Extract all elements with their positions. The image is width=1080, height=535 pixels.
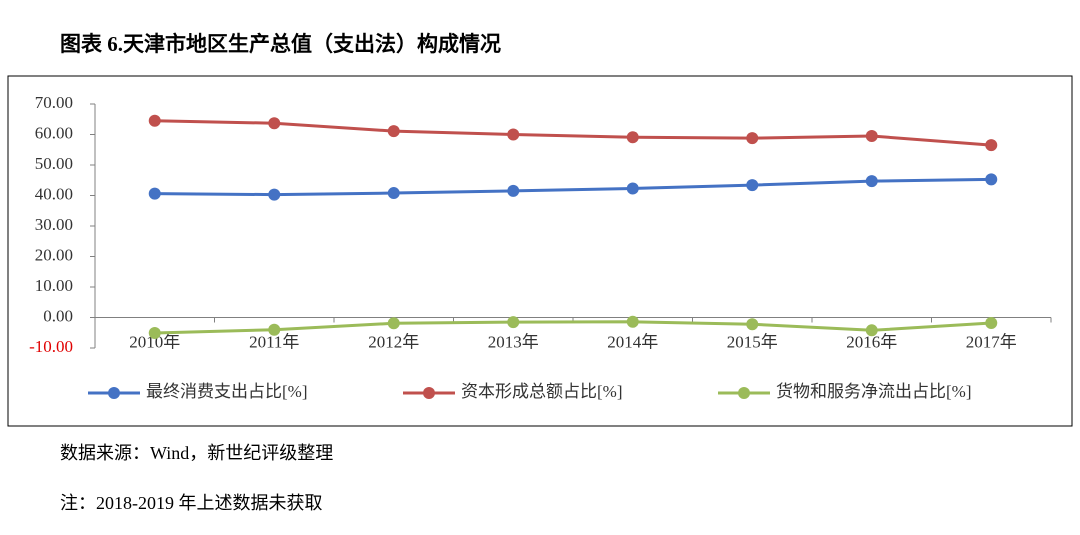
data-point — [387, 125, 400, 138]
data-point — [746, 179, 759, 192]
data-point — [626, 315, 639, 328]
legend-label: 最终消费支出占比[%] — [146, 382, 307, 401]
data-point — [148, 114, 161, 127]
legend-marker — [423, 387, 435, 399]
data-point — [268, 323, 281, 336]
y-tick-label: 40.00 — [35, 184, 73, 203]
data-point — [387, 187, 400, 200]
data-point — [985, 139, 998, 152]
x-tick-label: 2016年 — [846, 332, 897, 351]
x-tick-label: 2013年 — [488, 332, 539, 351]
x-tick-label: 2017年 — [966, 332, 1017, 351]
data-point — [865, 130, 878, 143]
y-tick-label: 30.00 — [35, 215, 73, 234]
data-point — [268, 188, 281, 201]
y-tick-label: 0.00 — [43, 306, 73, 325]
footnote: 注：2018-2019 年上述数据未获取 — [60, 493, 323, 513]
data-point — [507, 316, 520, 329]
chart-frame — [7, 75, 1073, 427]
data-point — [746, 132, 759, 145]
data-point — [865, 324, 878, 337]
legend-label: 资本形成总额占比[%] — [461, 382, 622, 401]
data-point — [746, 318, 759, 331]
legend-marker — [108, 387, 120, 399]
legend-label: 货物和服务净流出占比[%] — [776, 382, 971, 401]
x-tick-label: 2011年 — [249, 332, 299, 351]
data-point — [148, 327, 161, 340]
data-point — [626, 131, 639, 144]
data-point — [865, 175, 878, 188]
x-tick-label: 2014年 — [607, 332, 658, 351]
x-tick-label: 2010年 — [129, 332, 180, 351]
y-tick-label: 50.00 — [35, 154, 73, 173]
y-tick-label: 20.00 — [35, 245, 73, 264]
data-point — [985, 316, 998, 329]
data-point — [626, 182, 639, 195]
chart-title: 图表 6.天津市地区生产总值（支出法）构成情况 — [60, 32, 501, 56]
source-note: 数据来源：Wind，新世纪评级整理 — [60, 443, 333, 463]
series-line — [154, 119, 992, 147]
data-point — [268, 117, 281, 130]
data-point — [507, 128, 520, 141]
x-tick-label: 2015年 — [727, 332, 778, 351]
data-point — [985, 173, 998, 186]
series-line — [154, 177, 992, 197]
y-tick-label: 70.00 — [35, 93, 73, 112]
x-tick-label: 2012年 — [368, 332, 419, 351]
data-point — [387, 317, 400, 330]
series-line — [154, 320, 992, 335]
legend-marker — [738, 387, 750, 399]
data-point — [148, 187, 161, 200]
y-tick-label: 60.00 — [35, 123, 73, 142]
data-point — [507, 184, 520, 197]
y-tick-label: -10.00 — [29, 337, 73, 356]
y-tick-label: 10.00 — [35, 276, 73, 295]
